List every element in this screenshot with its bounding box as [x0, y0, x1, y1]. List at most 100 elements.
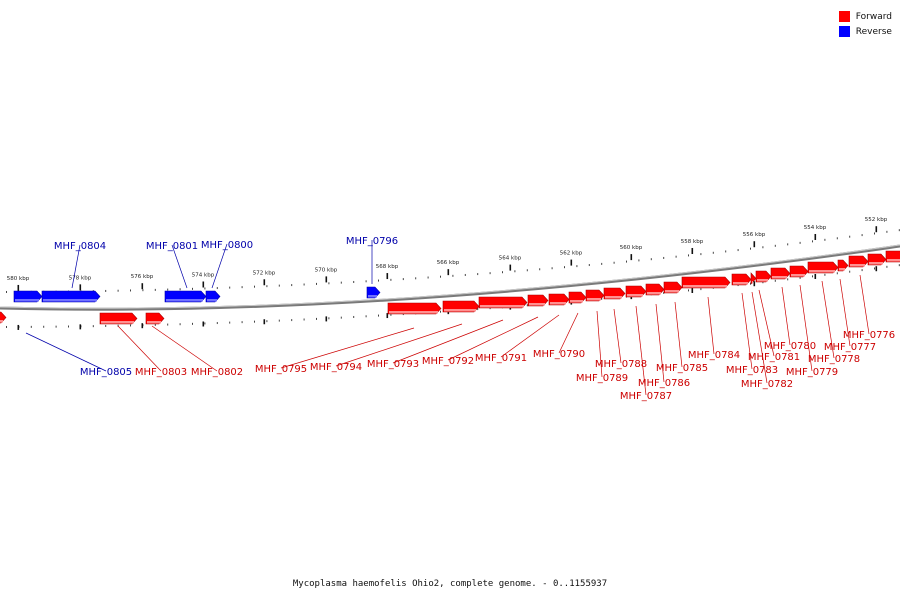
gene-labels: MHF_0805 MHF_0804 MHF_0801 MHF_0800 MHF_0796… [54, 236, 895, 402]
label-connector [674, 301, 683, 368]
gene-feature [848, 255, 869, 268]
forward-swatch [838, 11, 850, 22]
minor-tick [254, 320, 255, 323]
gene-shadow [752, 281, 753, 284]
gene-feature [13, 290, 43, 303]
minor-tick [303, 283, 305, 286]
major-tick-lower [691, 287, 694, 293]
label-connector [335, 323, 463, 367]
minor-tick [241, 286, 243, 289]
minor-tick [6, 290, 7, 293]
gene-shadow [570, 300, 583, 303]
gene-features [0, 250, 900, 325]
major-tick-lower [79, 324, 82, 330]
minor-tick [526, 304, 528, 307]
minor-tick [92, 325, 94, 328]
gene-shadow [147, 321, 161, 324]
gene-shadow [850, 264, 865, 267]
minor-tick [278, 319, 280, 322]
gene-label: MHF_0778 [808, 354, 860, 365]
minor-tick [836, 237, 838, 240]
axis-tick-label: 574 kbp [192, 272, 215, 278]
minor-tick [774, 279, 776, 282]
minor-tick [824, 238, 826, 241]
label-connector [117, 325, 162, 372]
minor-tick [836, 272, 838, 275]
gene-shadow [839, 268, 845, 271]
label-connector [171, 244, 188, 289]
gene-feature [625, 285, 647, 298]
minor-tick [340, 316, 342, 319]
minor-tick [402, 278, 404, 281]
minor-tick [365, 280, 367, 283]
minor-tick [787, 243, 789, 246]
minor-tick [613, 261, 615, 264]
minor-tick [216, 322, 218, 325]
major-tick [325, 276, 328, 283]
gene-label: MHF_0788 [595, 359, 647, 370]
minor-tick [464, 273, 466, 276]
axis-tick-label: 580 kbp [7, 276, 30, 282]
major-tick [509, 264, 512, 271]
minor-tick [861, 234, 863, 237]
minor-tick [477, 273, 479, 276]
minor-tick [812, 240, 813, 243]
gene-feature [770, 267, 791, 280]
minor-tick [626, 260, 627, 263]
minor-tick [43, 325, 45, 328]
gene-shadow [733, 282, 748, 285]
label-connector [799, 284, 813, 372]
minor-tick [849, 270, 851, 273]
label-connector [596, 310, 603, 378]
label-connector [500, 314, 560, 358]
minor-tick [340, 281, 342, 284]
gene-shadow [887, 259, 900, 262]
label-connector [392, 319, 504, 364]
major-tick-lower [875, 266, 878, 272]
minor-tick [117, 324, 119, 327]
minor-tick [105, 324, 107, 327]
genome-backbone-highlight [0, 244, 900, 309]
minor-tick [688, 289, 689, 292]
gene-feature [99, 312, 138, 325]
minor-tick [750, 247, 751, 250]
label-connector [741, 292, 753, 370]
gene-feature [885, 250, 900, 263]
minor-tick [204, 322, 206, 325]
gene-label: MHF_0792 [422, 356, 474, 367]
gene-shadow [683, 285, 727, 288]
major-tick [386, 273, 389, 280]
minor-tick [204, 287, 206, 290]
gene-feature [568, 291, 587, 304]
minor-tick [179, 323, 181, 326]
minor-tick [427, 276, 429, 279]
gene-label: MHF_0804 [54, 241, 106, 252]
gene-shadow [605, 296, 622, 299]
minor-tick [142, 289, 144, 292]
gene-label: MHF_0803 [135, 367, 187, 378]
axis-tick-label: 578 kbp [69, 275, 92, 281]
label-connectors [25, 240, 870, 396]
minor-tick [316, 282, 317, 285]
axis-tick-label: 552 kbp [865, 217, 888, 223]
label-connector [839, 278, 851, 347]
axis-tick-label: 576 kbp [131, 274, 154, 280]
label-connector [558, 312, 579, 354]
gene-feature [442, 300, 480, 313]
minor-tick [192, 322, 193, 325]
gene-label: MHF_0800 [201, 240, 253, 251]
minor-tick [874, 232, 875, 235]
axis-tick-label: 568 kbp [376, 264, 399, 270]
minor-tick [551, 267, 553, 270]
major-tick [630, 254, 633, 261]
axis-tick-label: 564 kbp [499, 256, 522, 262]
gene-feature [478, 296, 528, 309]
gene-label: MHF_0791 [475, 353, 527, 364]
gene-feature [755, 270, 772, 283]
minor-tick [526, 269, 528, 272]
minor-tick [824, 273, 826, 276]
major-tick [814, 233, 817, 240]
minor-tick [725, 250, 727, 253]
minor-tick [378, 279, 379, 282]
